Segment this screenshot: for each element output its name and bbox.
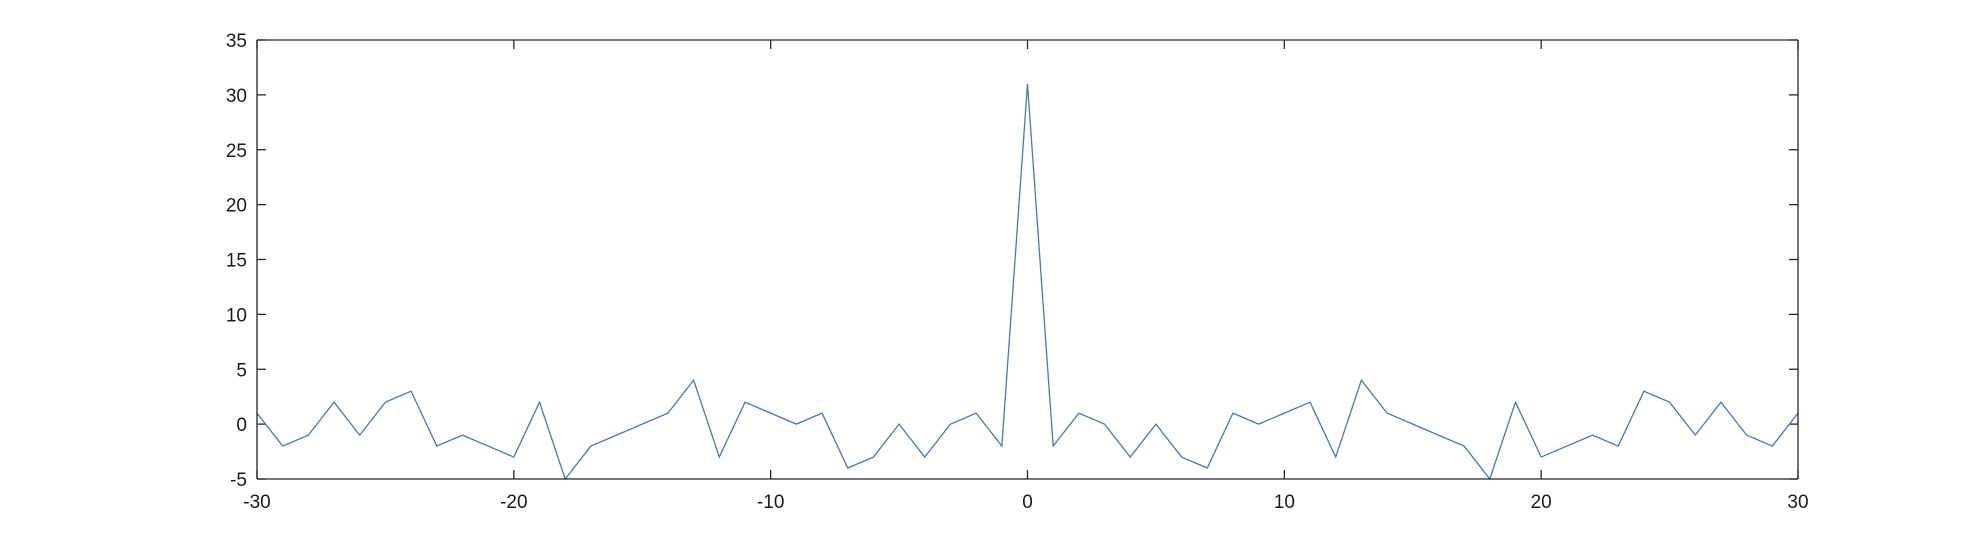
x-tick-label: 30	[1787, 492, 1808, 513]
y-tick-label: 10	[226, 305, 247, 326]
y-tick-label: 30	[226, 86, 247, 107]
series-line	[256, 83, 1799, 481]
x-tick-label: -30	[243, 492, 270, 513]
x-tick-label: -20	[500, 492, 527, 513]
y-tick-label: 5	[236, 360, 247, 381]
y-tick-label: -5	[230, 470, 247, 491]
plot-area	[257, 40, 1798, 479]
y-tick-label: 15	[226, 251, 247, 272]
y-tick-label: 0	[236, 415, 247, 436]
tick-labels: -30 -20 -10 0 10 20 30 -5 0 5 10 15 20 25 30 35	[226, 31, 1809, 513]
y-tick-label: 35	[226, 31, 247, 52]
series-layer	[256, 83, 1799, 481]
x-tick-label: -10	[757, 492, 784, 513]
y-tick-label: 25	[226, 141, 247, 162]
x-tick-label: 10	[1274, 492, 1295, 513]
x-tick-label: 0	[1022, 492, 1033, 513]
x-tick-label: 20	[1531, 492, 1552, 513]
axes-box	[256, 39, 1799, 480]
y-tick-label: 20	[226, 196, 247, 217]
